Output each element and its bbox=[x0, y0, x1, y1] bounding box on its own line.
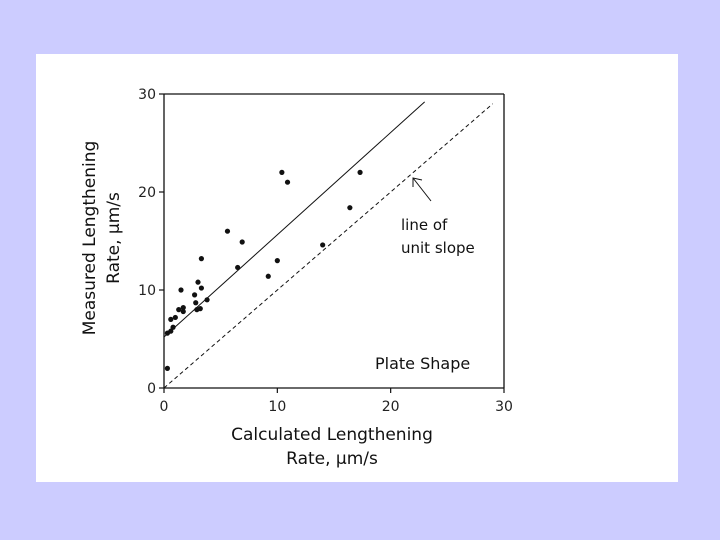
data-point bbox=[265, 273, 271, 279]
data-point bbox=[198, 285, 204, 291]
scatter-chart: 0 10 20 30 0 10 20 30 line of unit slope Plate … bbox=[80, 87, 513, 469]
data-point bbox=[176, 307, 182, 313]
data-point bbox=[168, 316, 174, 322]
y-tick-label: 20 bbox=[138, 185, 156, 201]
fit-line bbox=[163, 101, 426, 338]
data-point bbox=[193, 300, 199, 306]
y-axis-title-line-2: Rate, μm/s bbox=[104, 192, 124, 284]
data-point bbox=[180, 308, 186, 315]
x-axis-title-line-1: Calculated Lengthening bbox=[231, 425, 433, 445]
data-point bbox=[178, 287, 184, 293]
data-point bbox=[357, 169, 363, 175]
data-point bbox=[204, 297, 210, 303]
x-tick-label: 20 bbox=[382, 399, 400, 415]
data-point bbox=[279, 169, 285, 175]
data-point bbox=[198, 256, 204, 262]
data-point bbox=[239, 239, 245, 245]
data-point bbox=[168, 328, 174, 334]
x-tick-label: 0 bbox=[160, 399, 169, 415]
data-point bbox=[284, 179, 291, 185]
data-point bbox=[180, 305, 186, 311]
y-tick-label: 0 bbox=[147, 381, 156, 397]
x-tick-label: 30 bbox=[495, 399, 513, 415]
annotation-line-2: unit slope bbox=[401, 239, 475, 257]
y-axis-title-line-1: Measured Lengthening bbox=[80, 141, 100, 336]
data-point bbox=[170, 324, 176, 330]
x-axis-title-line-2: Rate, μm/s bbox=[286, 449, 378, 469]
data-point bbox=[347, 205, 353, 211]
data-point bbox=[172, 314, 178, 321]
data-point bbox=[164, 365, 170, 371]
data-point bbox=[320, 242, 326, 248]
data-point bbox=[235, 264, 241, 271]
data-point bbox=[195, 279, 201, 285]
slide-panel: 0 10 20 30 0 10 20 30 line of unit slope Plate … bbox=[36, 54, 678, 482]
data-point bbox=[192, 292, 198, 298]
inset-label: Plate Shape bbox=[375, 354, 470, 373]
data-point bbox=[274, 258, 280, 264]
y-tick-label: 30 bbox=[138, 87, 156, 103]
annotation-arrow bbox=[412, 177, 432, 202]
data-point bbox=[197, 306, 203, 312]
y-tick-label: 10 bbox=[138, 283, 156, 299]
unit-slope-line bbox=[163, 103, 493, 389]
x-tick-label: 10 bbox=[268, 399, 286, 415]
annotation-line-1: line of bbox=[401, 216, 448, 234]
data-point bbox=[224, 228, 231, 234]
